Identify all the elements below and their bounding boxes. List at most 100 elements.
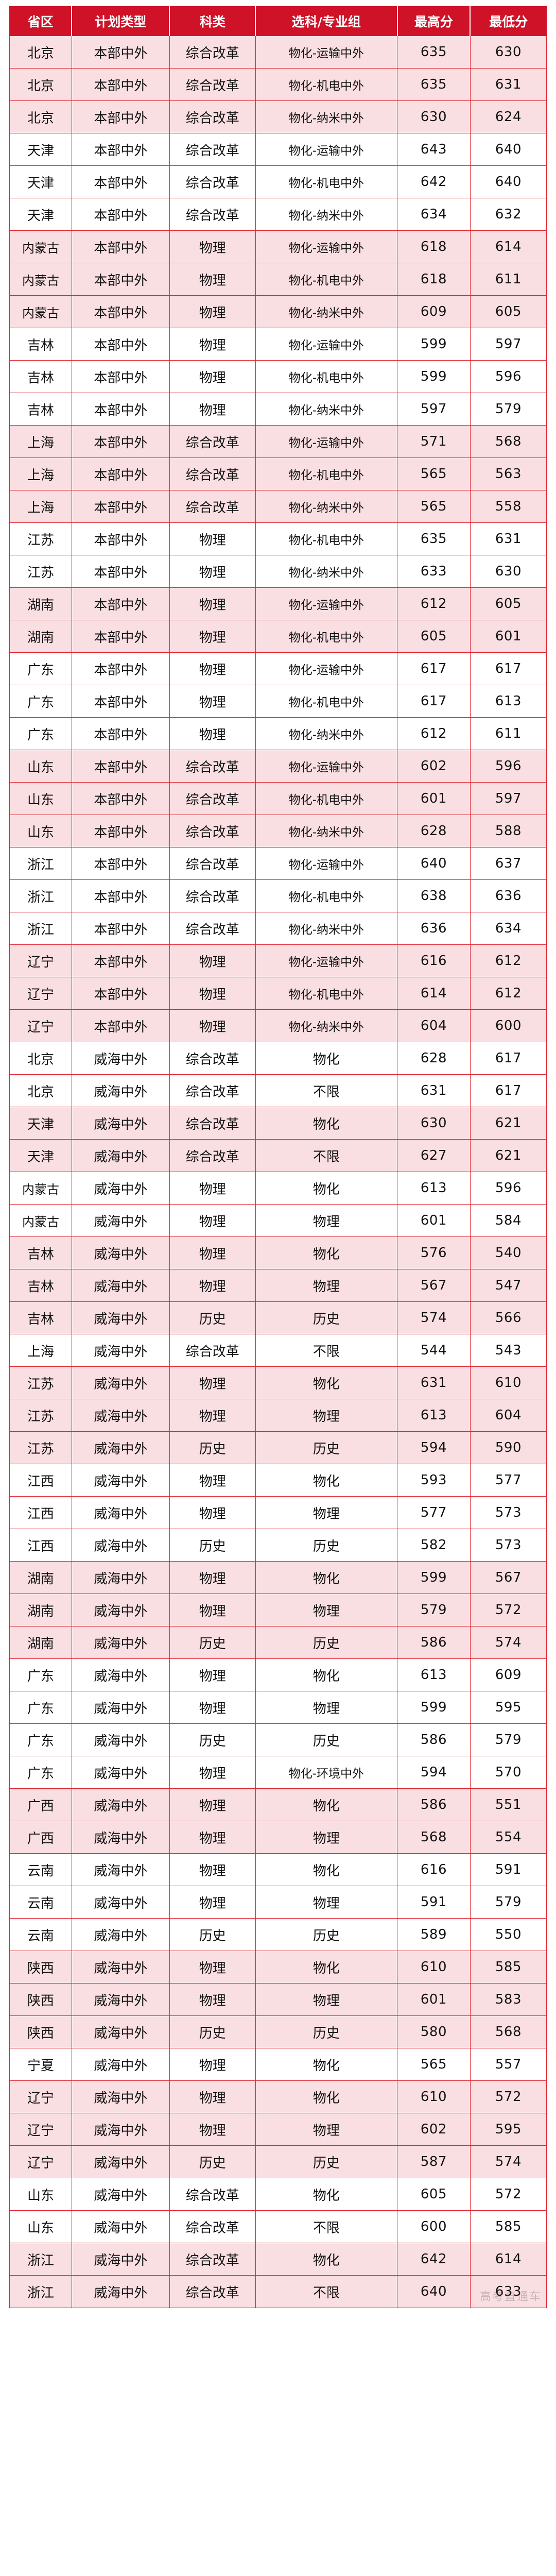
- cell-max: 600: [397, 2210, 471, 2243]
- cell-plan: 威海中外: [71, 2178, 170, 2211]
- cell-province: 湖南: [9, 1561, 72, 1594]
- table-row: 北京 本部中外 综合改革 物化-运输中外 635 630: [9, 36, 547, 69]
- cell-max: 586: [397, 1788, 471, 1821]
- table-row: 天津 威海中外 综合改革 不限 627 621: [9, 1139, 547, 1172]
- cell-group: 物化-纳米中外: [255, 393, 398, 426]
- cell-group: 物化-机电中外: [255, 165, 398, 198]
- cell-min: 637: [470, 847, 547, 880]
- cell-province: 上海: [9, 457, 72, 490]
- cell-province: 上海: [9, 490, 72, 523]
- cell-subject: 综合改革: [169, 847, 256, 880]
- cell-plan: 威海中外: [71, 1691, 170, 1724]
- cell-max: 580: [397, 2015, 471, 2048]
- table-row: 湖南 威海中外 历史 历史 586 574: [9, 1626, 547, 1659]
- cell-max: 597: [397, 393, 471, 426]
- cell-min: 547: [470, 1269, 547, 1302]
- cell-subject: 综合改革: [169, 1074, 256, 1107]
- cell-plan: 威海中外: [71, 1983, 170, 2016]
- cell-province: 陕西: [9, 2015, 72, 2048]
- cell-plan: 威海中外: [71, 2210, 170, 2243]
- table-row: 江苏 本部中外 物理 物化-机电中外 635 631: [9, 522, 547, 555]
- cell-plan: 威海中外: [71, 1399, 170, 1432]
- cell-subject: 物理: [169, 1821, 256, 1854]
- cell-group: 物化-运输中外: [255, 652, 398, 685]
- cell-group: 物化: [255, 1236, 398, 1269]
- cell-province: 浙江: [9, 2275, 72, 2308]
- cell-min: 577: [470, 1464, 547, 1497]
- cell-province: 陕西: [9, 1983, 72, 2016]
- cell-plan: 威海中外: [71, 1951, 170, 1984]
- table-row: 北京 本部中外 综合改革 物化-纳米中外 630 624: [9, 100, 547, 133]
- cell-province: 上海: [9, 425, 72, 458]
- table-row: 北京 本部中外 综合改革 物化-机电中外 635 631: [9, 68, 547, 101]
- cell-subject: 物理: [169, 1399, 256, 1432]
- table-row: 辽宁 本部中外 物理 物化-运输中外 616 612: [9, 944, 547, 977]
- table-row: 天津 本部中外 综合改革 物化-机电中外 642 640: [9, 165, 547, 198]
- table-row: 辽宁 本部中外 物理 物化-机电中外 614 612: [9, 977, 547, 1010]
- cell-max: 587: [397, 2145, 471, 2178]
- cell-group: 物理: [255, 1594, 398, 1626]
- cell-min: 573: [470, 1496, 547, 1529]
- cell-group: 物理: [255, 1886, 398, 1919]
- cell-plan: 本部中外: [71, 165, 170, 198]
- cell-group: 物理: [255, 1269, 398, 1302]
- cell-group: 物理: [255, 1821, 398, 1854]
- cell-province: 江西: [9, 1529, 72, 1562]
- table-row: 辽宁 威海中外 物理 物理 602 595: [9, 2113, 547, 2146]
- cell-province: 内蒙古: [9, 230, 72, 263]
- cell-subject: 物理: [169, 1788, 256, 1821]
- cell-group: 历史: [255, 2145, 398, 2178]
- cell-plan: 威海中外: [71, 1561, 170, 1594]
- cell-max: 567: [397, 1269, 471, 1302]
- cell-province: 广东: [9, 685, 72, 718]
- cell-min: 640: [470, 133, 547, 166]
- cell-plan: 本部中外: [71, 36, 170, 69]
- cell-province: 浙江: [9, 2243, 72, 2276]
- cell-province: 吉林: [9, 328, 72, 361]
- cell-group: 物化-运输中外: [255, 425, 398, 458]
- cell-province: 山东: [9, 815, 72, 848]
- cell-min: 568: [470, 425, 547, 458]
- cell-plan: 威海中外: [71, 1918, 170, 1951]
- table-row: 吉林 威海中外 物理 物化 576 540: [9, 1236, 547, 1269]
- cell-plan: 威海中外: [71, 1366, 170, 1399]
- cell-subject: 物理: [169, 1172, 256, 1205]
- cell-subject: 物理: [169, 1496, 256, 1529]
- cell-plan: 本部中外: [71, 230, 170, 263]
- table-row: 山东 威海中外 综合改革 不限 600 585: [9, 2210, 547, 2243]
- cell-province: 浙江: [9, 912, 72, 945]
- cell-group: 物化-机电中外: [255, 782, 398, 815]
- cell-min: 570: [470, 1756, 547, 1789]
- cell-max: 594: [397, 1756, 471, 1789]
- table-row: 广东 威海中外 历史 历史 586 579: [9, 1723, 547, 1756]
- cell-min: 574: [470, 2145, 547, 2178]
- cell-max: 613: [397, 1172, 471, 1205]
- cell-group: 物化: [255, 1561, 398, 1594]
- cell-plan: 本部中外: [71, 522, 170, 555]
- cell-group: 物化-机电中外: [255, 522, 398, 555]
- cell-group: 物化-运输中外: [255, 328, 398, 361]
- cell-province: 江苏: [9, 522, 72, 555]
- cell-min: 590: [470, 1431, 547, 1464]
- column-header-max-score: 最高分: [397, 6, 471, 36]
- column-header-plan-type: 计划类型: [71, 6, 170, 36]
- table-row: 上海 威海中外 综合改革 不限 544 543: [9, 1334, 547, 1367]
- cell-plan: 威海中外: [71, 1496, 170, 1529]
- table-row: 广东 威海中外 物理 物化 613 609: [9, 1658, 547, 1691]
- table-row: 天津 威海中外 综合改革 物化 630 621: [9, 1107, 547, 1140]
- cell-max: 617: [397, 652, 471, 685]
- table-row: 陕西 威海中外 物理 物化 610 585: [9, 1951, 547, 1984]
- cell-group: 物化: [255, 1107, 398, 1140]
- cell-min: 596: [470, 1172, 547, 1205]
- cell-province: 天津: [9, 198, 72, 231]
- cell-max: 618: [397, 230, 471, 263]
- table-row: 内蒙古 威海中外 物理 物化 613 596: [9, 1172, 547, 1205]
- cell-group: 物化-运输中外: [255, 230, 398, 263]
- cell-min: 595: [470, 1691, 547, 1724]
- cell-group: 物化-运输中外: [255, 587, 398, 620]
- cell-subject: 综合改革: [169, 2275, 256, 2308]
- cell-min: 579: [470, 1886, 547, 1919]
- cell-min: 573: [470, 1529, 547, 1562]
- cell-group: 历史: [255, 1431, 398, 1464]
- cell-subject: 物理: [169, 1269, 256, 1302]
